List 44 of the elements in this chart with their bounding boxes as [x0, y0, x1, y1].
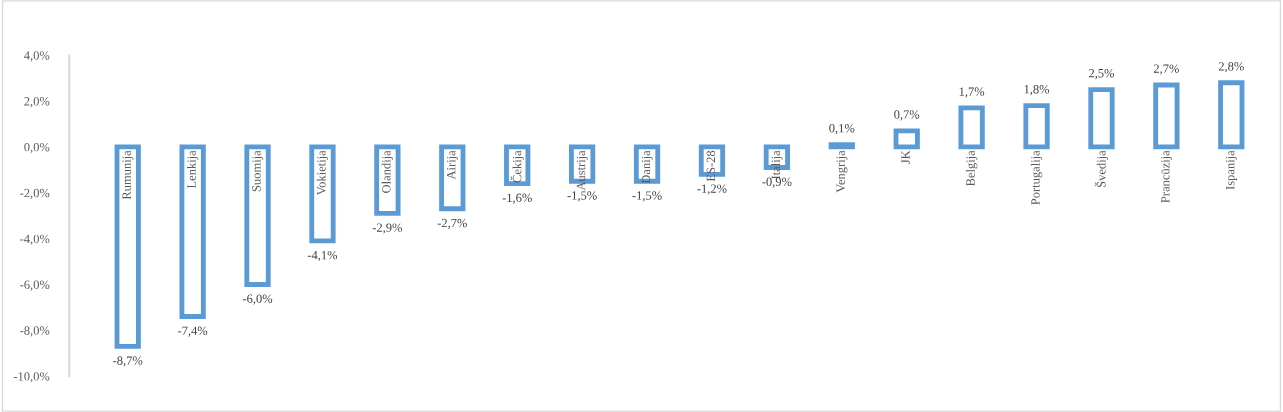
data-label: 0,1% — [829, 124, 855, 135]
data-label: 1,7% — [959, 87, 985, 98]
y-tick-label: -8,0% — [20, 326, 50, 337]
x-tick-label: Vokietija — [316, 150, 329, 196]
data-label: -0,9% — [762, 177, 792, 188]
x-tick-label: Rumunija — [122, 150, 134, 200]
data-label: -1,5% — [632, 191, 662, 202]
x-tick-label: Ispanija — [1226, 150, 1237, 190]
x-tick-label: Italija — [771, 150, 783, 180]
x-tick-label: Austrija — [576, 150, 588, 191]
y-tick-label: 4,0% — [24, 51, 50, 62]
x-tick-label: Olandija — [381, 150, 394, 193]
x-tick-label: Suomija — [252, 150, 264, 192]
data-label: -2,7% — [437, 218, 467, 230]
x-tick-label: Švedija — [1094, 150, 1109, 187]
data-label: 2,8% — [1218, 62, 1244, 73]
x-tick-label: Čekija — [510, 150, 524, 183]
data-label: 1,8% — [1024, 85, 1050, 96]
data-label: 2,5% — [1088, 68, 1115, 80]
x-tick-label: ES-28 — [706, 150, 716, 182]
x-tick-label: Danija — [641, 150, 653, 184]
y-tick-label: -6,0% — [20, 280, 50, 291]
data-label: -2,9% — [372, 223, 403, 234]
data-label: 0,7% — [894, 110, 920, 121]
data-label: -1,6% — [502, 193, 532, 204]
x-tick-label: Belgija — [965, 150, 978, 187]
y-tick-label: -2,0% — [20, 188, 50, 200]
data-label: -4,1% — [307, 250, 338, 262]
data-label: -1,5% — [567, 191, 597, 202]
y-tick-label: -4,0% — [20, 234, 50, 245]
y-tick-label: 0,0% — [24, 142, 50, 154]
x-tick-label: JK — [901, 150, 910, 164]
y-tick-label: -10,0% — [13, 372, 50, 383]
x-tick-label: Lenkija — [186, 150, 199, 189]
data-label: 2,7% — [1153, 64, 1179, 75]
data-label: -6,0% — [242, 294, 273, 305]
y-tick-label: 2,0% — [24, 97, 50, 108]
x-tick-label: Vengrija — [836, 150, 848, 193]
data-label: -1,2% — [697, 184, 727, 195]
x-tick-label: Portugalija — [1030, 150, 1043, 205]
data-label: -7,4% — [177, 326, 208, 337]
x-tick-label: Prancūzija — [1161, 150, 1173, 203]
data-label: -8,7% — [113, 356, 143, 367]
x-tick-label: Airija — [447, 150, 458, 180]
